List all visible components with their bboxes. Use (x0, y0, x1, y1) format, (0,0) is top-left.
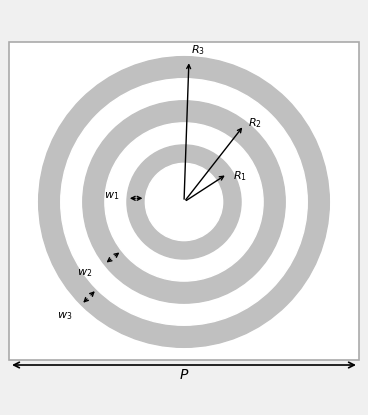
Circle shape (105, 123, 263, 281)
Circle shape (61, 79, 307, 325)
Text: $w_2$: $w_2$ (77, 267, 93, 279)
Text: $R_2$: $R_2$ (248, 116, 262, 130)
Circle shape (39, 56, 329, 347)
Text: $R_3$: $R_3$ (191, 44, 205, 57)
Text: $w_3$: $w_3$ (57, 310, 72, 322)
Text: $w_1$: $w_1$ (104, 190, 120, 203)
Circle shape (127, 145, 241, 259)
Circle shape (83, 101, 285, 303)
Text: $P$: $P$ (179, 368, 189, 382)
Circle shape (145, 164, 223, 241)
FancyBboxPatch shape (9, 42, 359, 360)
Text: $R_1$: $R_1$ (233, 169, 247, 183)
